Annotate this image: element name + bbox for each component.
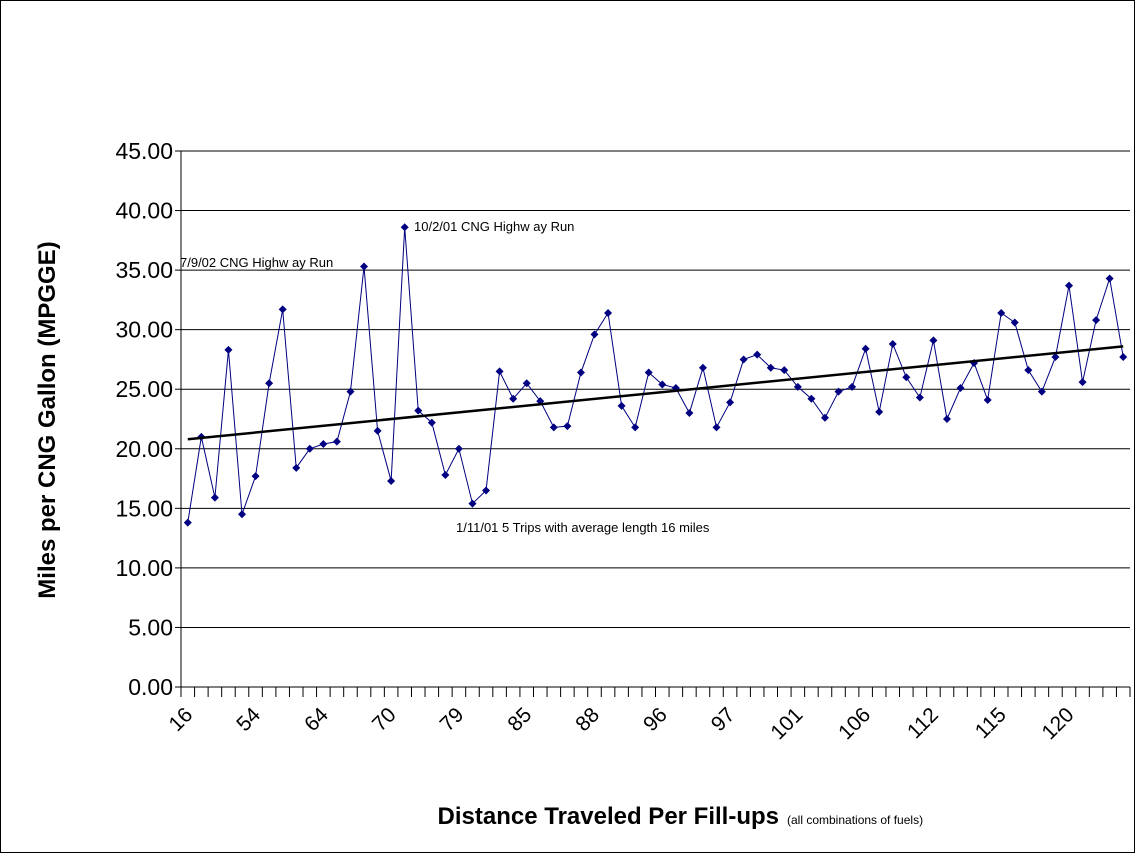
- data-point: [210, 493, 219, 502]
- data-point: [753, 350, 762, 359]
- data-point: [956, 384, 965, 393]
- data-point: [1092, 316, 1101, 325]
- data-line: [187, 227, 1124, 523]
- data-point: [834, 387, 843, 396]
- data-point: [319, 440, 328, 449]
- annotation: 7/9/02 CNG Highw ay Run: [180, 255, 333, 270]
- data-point: [915, 393, 924, 402]
- data-point: [793, 382, 802, 391]
- data-point: [1119, 353, 1128, 362]
- data-point: [346, 387, 355, 396]
- data-point: [482, 486, 491, 495]
- data-point: [387, 476, 396, 485]
- data-point: [807, 394, 816, 403]
- y-tick-label: 5.00: [128, 614, 173, 640]
- data-point: [373, 426, 382, 435]
- data-point: [224, 345, 233, 354]
- annotation: 10/2/01 CNG Highw ay Run: [414, 219, 574, 234]
- y-tick-label: 30.00: [115, 317, 173, 343]
- data-point: [929, 336, 938, 345]
- data-point: [576, 368, 585, 377]
- data-point: [238, 510, 247, 519]
- data-point: [658, 380, 667, 389]
- data-point: [698, 363, 707, 372]
- data-point: [712, 423, 721, 432]
- data-point: [468, 499, 477, 508]
- x-axis-title: Distance Traveled Per Fill-ups: [438, 803, 779, 830]
- annotation: 1/11/01 5 Trips with average length 16 m…: [456, 520, 710, 535]
- data-point: [780, 366, 789, 375]
- data-point: [888, 339, 897, 348]
- x-axis-note: (all combinations of fuels): [787, 813, 923, 827]
- y-tick-label: 0.00: [128, 674, 173, 700]
- data-point: [590, 330, 599, 339]
- data-point: [1010, 318, 1019, 327]
- data-point: [454, 444, 463, 453]
- data-point: [183, 518, 192, 527]
- data-point: [685, 409, 694, 418]
- y-tick-label: 10.00: [115, 555, 173, 581]
- data-point: [332, 437, 341, 446]
- data-point: [1051, 353, 1060, 362]
- data-point: [848, 382, 857, 391]
- data-point: [739, 355, 748, 364]
- y-axis-title: Miles per CNG Gallon (MPGGE): [34, 241, 61, 598]
- data-point: [360, 262, 369, 271]
- y-tick-label: 40.00: [115, 198, 173, 224]
- data-point: [305, 444, 314, 453]
- data-point: [414, 406, 423, 415]
- y-tick-label: 25.00: [115, 376, 173, 402]
- data-point: [1037, 387, 1046, 396]
- data-point: [251, 472, 260, 481]
- data-point: [861, 344, 870, 353]
- data-point: [617, 401, 626, 410]
- data-point: [631, 423, 640, 432]
- data-point: [875, 407, 884, 416]
- data-point: [522, 379, 531, 388]
- y-tick-label: 20.00: [115, 436, 173, 462]
- trend-line: [187, 345, 1124, 441]
- data-point: [644, 368, 653, 377]
- data-point: [1105, 274, 1114, 283]
- y-tick-label: 45.00: [115, 138, 173, 164]
- data-point: [265, 379, 274, 388]
- data-point: [292, 463, 301, 472]
- data-point: [942, 415, 951, 423]
- data-point: [427, 418, 436, 427]
- data-point: [441, 470, 450, 479]
- data-point: [495, 367, 504, 376]
- data-point: [563, 422, 572, 431]
- data-point: [549, 423, 558, 432]
- data-point: [902, 373, 911, 382]
- data-point: [278, 305, 287, 314]
- data-point: [400, 223, 409, 232]
- data-point: [820, 413, 829, 422]
- data-point: [983, 395, 992, 404]
- data-point: [997, 308, 1006, 317]
- data-point: [604, 308, 613, 317]
- data-point: [1078, 378, 1087, 387]
- data-point: [726, 398, 735, 407]
- data-point: [509, 394, 518, 403]
- data-point: [766, 363, 775, 372]
- data-point: [1064, 281, 1073, 290]
- y-tick-label: 15.00: [115, 495, 173, 521]
- data-point: [1024, 366, 1033, 375]
- y-tick-label: 35.00: [115, 257, 173, 283]
